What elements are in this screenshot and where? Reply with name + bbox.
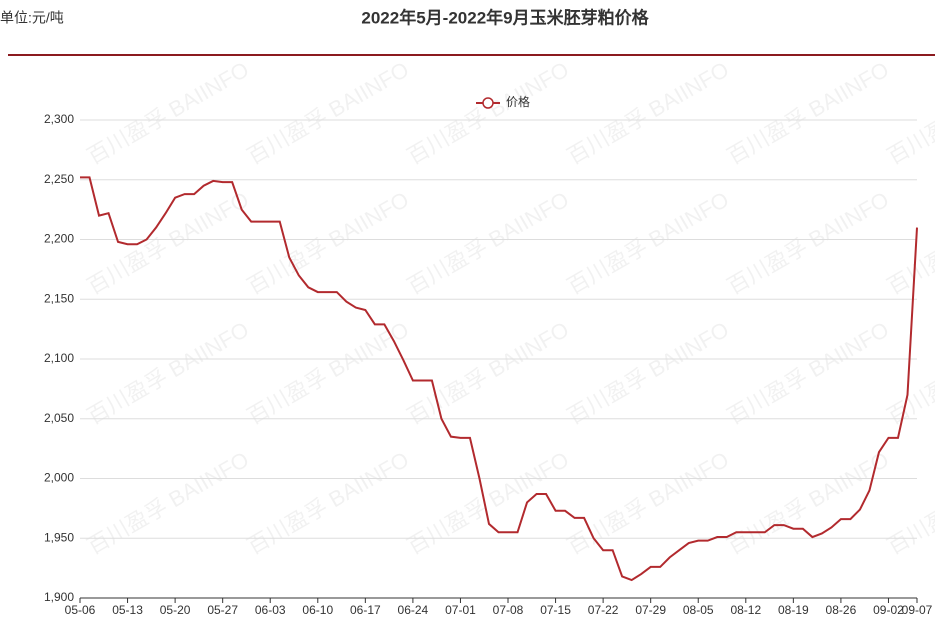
watermark: 百川盈孚 BAIINFO	[723, 317, 893, 430]
x-tick-label: 08-05	[683, 603, 714, 617]
watermark: 百川盈孚 BAIINFO	[723, 187, 893, 300]
watermark: 百川盈孚 BAIINFO	[563, 57, 733, 170]
x-tick-label: 06-24	[398, 603, 429, 617]
x-tick-label: 07-22	[588, 603, 619, 617]
x-tick-label: 09-07	[902, 603, 933, 617]
x-tick-label: 08-26	[826, 603, 857, 617]
watermark: 百川盈孚 BAIINFO	[243, 447, 413, 560]
watermark: 百川盈孚 BAIINFO	[83, 57, 253, 170]
unit-label: 单位:元/吨	[0, 10, 64, 26]
x-tick-label: 05-13	[112, 603, 143, 617]
x-tick-label: 06-03	[255, 603, 286, 617]
y-tick-label: 2,000	[44, 471, 74, 485]
chart-title: 2022年5月-2022年9月玉米胚芽粕价格	[361, 7, 649, 27]
price-line	[80, 176, 918, 582]
y-tick-label: 2,200	[44, 232, 74, 246]
watermark: 百川盈孚 BAIINFO	[243, 187, 413, 300]
watermark: 百川盈孚 BAIINFO	[883, 57, 935, 170]
watermark: 百川盈孚 BAIINFO	[403, 317, 573, 430]
y-tick-label: 2,100	[44, 351, 74, 365]
watermark: 百川盈孚 BAIINFO	[83, 447, 253, 560]
watermark: 百川盈孚 BAIINFO	[723, 57, 893, 170]
watermark: 百川盈孚 BAIINFO	[723, 447, 893, 560]
watermark: 百川盈孚 BAIINFO	[403, 57, 573, 170]
x-tick-label: 07-01	[445, 603, 476, 617]
x-tick-label: 06-17	[350, 603, 381, 617]
watermark: 百川盈孚 BAIINFO	[403, 447, 573, 560]
watermark: 百川盈孚 BAIINFO	[563, 317, 733, 430]
x-tick-label: 06-10	[302, 603, 333, 617]
x-tick-label: 08-12	[730, 603, 761, 617]
y-tick-label: 2,050	[44, 411, 74, 425]
legend-label: 价格	[506, 94, 530, 109]
x-tick-label: 07-15	[540, 603, 571, 617]
watermark: 百川盈孚 BAIINFO	[83, 317, 253, 430]
x-tick-label: 05-06	[65, 603, 96, 617]
x-tick-label: 05-27	[207, 603, 238, 617]
watermark: 百川盈孚 BAIINFO	[883, 447, 935, 560]
y-tick-label: 2,300	[44, 112, 74, 126]
x-tick-label: 07-29	[635, 603, 666, 617]
watermark: 百川盈孚 BAIINFO	[563, 187, 733, 300]
y-tick-label: 2,150	[44, 291, 74, 305]
watermark: 百川盈孚 BAIINFO	[883, 187, 935, 300]
x-tick-label: 08-19	[778, 603, 809, 617]
watermark: 百川盈孚 BAIINFO	[243, 317, 413, 430]
x-tick-label: 09-02	[873, 603, 904, 617]
x-tick-label: 07-08	[493, 603, 524, 617]
watermark: 百川盈孚 BAIINFO	[243, 57, 413, 170]
y-tick-label: 2,250	[44, 172, 74, 186]
legend-marker	[482, 97, 494, 109]
watermark: 百川盈孚 BAIINFO	[563, 447, 733, 560]
watermark: 百川盈孚 BAIINFO	[83, 187, 253, 300]
watermark: 百川盈孚 BAIINFO	[403, 187, 573, 300]
y-tick-label: 1,900	[44, 590, 74, 604]
x-tick-label: 05-20	[160, 603, 191, 617]
y-tick-label: 1,950	[44, 530, 74, 544]
